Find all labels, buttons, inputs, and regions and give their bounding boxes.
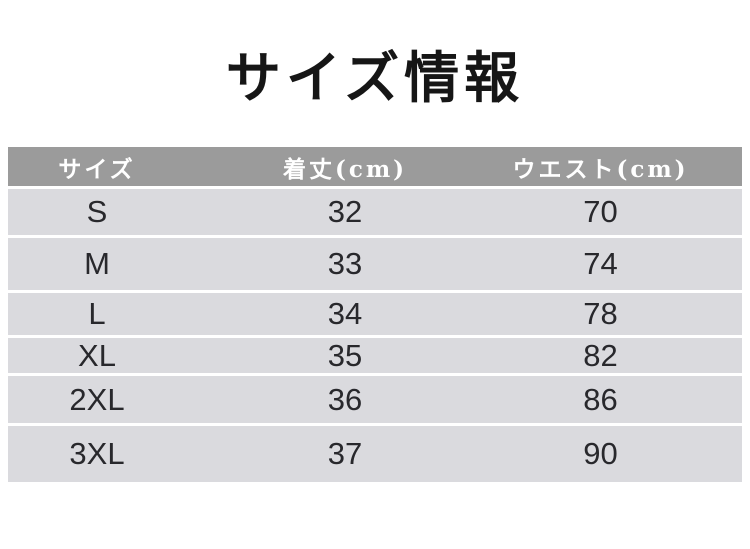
length-cell: 33 [327,246,363,281]
waist-cell: 70 [583,194,618,229]
size-table: サイズ 着丈(cm) ウエスト(cm) S 32 70 M 33 74 L 34… [8,147,742,482]
column-header-size: サイズ [58,155,136,183]
waist-cell: 82 [583,338,618,373]
waist-cell: 74 [583,246,618,281]
size-cell: 3XL [69,436,125,471]
table-row: 3XL 37 90 [8,426,742,482]
page-title: サイズ情報 [225,45,525,110]
column-header-length: 着丈(cm) [282,155,408,183]
length-cell: 37 [327,436,363,471]
length-cell: 32 [327,194,363,229]
waist-cell: 90 [583,436,618,471]
table-row: S 32 70 [8,189,742,235]
size-cell: S [86,194,108,229]
table-row: 2XL 36 86 [8,376,742,423]
waist-cell: 86 [583,381,618,417]
size-cell: M [84,246,110,281]
size-cell: XL [78,338,116,373]
length-cell: 35 [327,338,363,373]
table-row: XL 35 82 [8,338,742,373]
size-cell: L [88,296,106,331]
table-row: L 34 78 [8,293,742,335]
length-cell: 34 [327,296,363,331]
length-cell: 36 [327,381,363,417]
table-header-row: サイズ 着丈(cm) ウエスト(cm) [8,147,742,186]
size-cell: 2XL [69,381,125,417]
table-row: M 33 74 [8,238,742,290]
column-header-waist: ウエスト(cm) [512,155,689,183]
waist-cell: 78 [583,296,618,331]
